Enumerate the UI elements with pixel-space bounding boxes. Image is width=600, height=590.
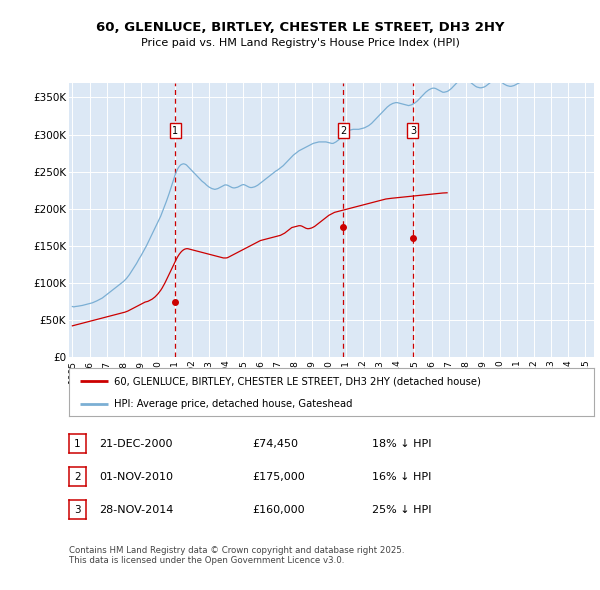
Text: 16% ↓ HPI: 16% ↓ HPI: [372, 472, 431, 481]
Text: 60, GLENLUCE, BIRTLEY, CHESTER LE STREET, DH3 2HY: 60, GLENLUCE, BIRTLEY, CHESTER LE STREET…: [96, 21, 504, 34]
Text: 28-NOV-2014: 28-NOV-2014: [99, 505, 173, 514]
Text: £74,450: £74,450: [252, 439, 298, 448]
Text: Price paid vs. HM Land Registry's House Price Index (HPI): Price paid vs. HM Land Registry's House …: [140, 38, 460, 48]
Text: £160,000: £160,000: [252, 505, 305, 514]
Text: 3: 3: [410, 126, 416, 136]
Text: 18% ↓ HPI: 18% ↓ HPI: [372, 439, 431, 448]
Text: 21-DEC-2000: 21-DEC-2000: [99, 439, 173, 448]
Text: 25% ↓ HPI: 25% ↓ HPI: [372, 505, 431, 514]
Text: 60, GLENLUCE, BIRTLEY, CHESTER LE STREET, DH3 2HY (detached house): 60, GLENLUCE, BIRTLEY, CHESTER LE STREET…: [113, 376, 481, 386]
Text: 3: 3: [74, 505, 81, 514]
Text: 01-NOV-2010: 01-NOV-2010: [99, 472, 173, 481]
Text: £175,000: £175,000: [252, 472, 305, 481]
Text: 2: 2: [74, 472, 81, 481]
Text: 2: 2: [340, 126, 346, 136]
Text: Contains HM Land Registry data © Crown copyright and database right 2025.
This d: Contains HM Land Registry data © Crown c…: [69, 546, 404, 565]
Text: 1: 1: [172, 126, 178, 136]
Text: HPI: Average price, detached house, Gateshead: HPI: Average price, detached house, Gate…: [113, 399, 352, 409]
Text: 1: 1: [74, 439, 81, 448]
